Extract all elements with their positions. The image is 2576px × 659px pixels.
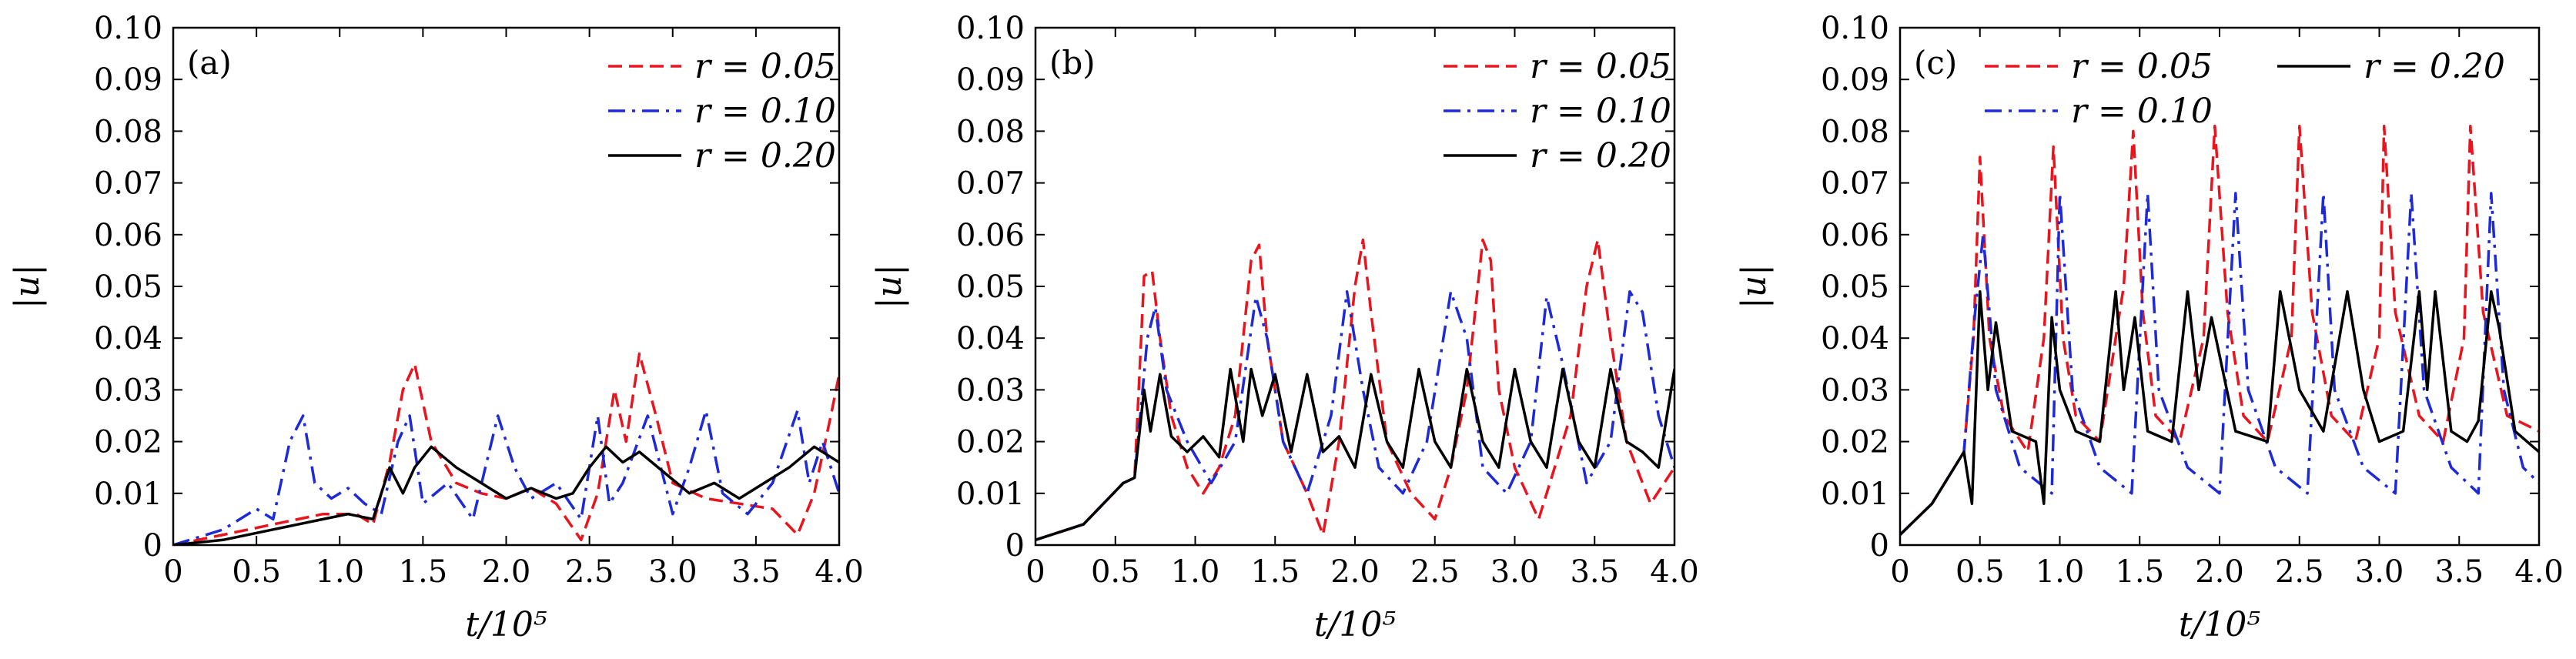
panel-label: (c) [1914, 44, 1957, 82]
legend-label-r005: r = 0.05 [1530, 47, 1671, 86]
y-tick-label: 0.06 [94, 218, 162, 253]
x-tick-label: 4.0 [815, 554, 864, 590]
y-tick-label: 0 [1870, 528, 1889, 564]
y-tick-label: 0.10 [94, 11, 162, 46]
legend: r = 0.05 r = 0.10 r = 0.20 [1985, 47, 2505, 131]
x-tick-label: 2.5 [1410, 554, 1460, 590]
y-tick-label: 0.01 [956, 477, 1025, 512]
series-line-r020 [173, 445, 839, 545]
x-tick-label: 0 [163, 554, 182, 590]
x-tick-label: 1.0 [2036, 554, 2085, 590]
y-tick-label: 0.03 [1821, 373, 1889, 408]
x-tick-label: 1.5 [2115, 554, 2164, 590]
x-axis-label: t/10⁵ [465, 605, 547, 644]
series-line-r005 [1900, 124, 2539, 536]
y-tick-label: 0.08 [94, 114, 162, 149]
y-axis-label: |u| [1735, 264, 1774, 309]
y-tick-label: 0 [143, 528, 162, 564]
x-tick-label: 0.5 [1955, 554, 2005, 590]
y-tick-label: 0.05 [1821, 269, 1889, 305]
y-tick-label: 0.06 [956, 218, 1025, 253]
x-tick-label: 0 [1025, 554, 1045, 590]
legend: r = 0.05 r = 0.10 r = 0.20 [1444, 47, 1671, 176]
y-tick-label: 0.02 [1821, 425, 1889, 460]
y-tick-label: 0.10 [956, 11, 1025, 46]
y-tick-label: 0.08 [1821, 114, 1889, 149]
x-tick-label: 2.5 [2275, 554, 2324, 590]
y-tick-label: 0.08 [956, 114, 1025, 149]
legend-label-r020: r = 0.20 [694, 136, 836, 176]
legend-label-r020: r = 0.20 [1530, 136, 1671, 176]
x-tick-label: 4.0 [1650, 554, 1699, 590]
legend-label-r010: r = 0.10 [694, 92, 836, 131]
x-tick-label: 2.0 [2195, 554, 2244, 590]
axes-frame [1899, 26, 2541, 547]
panel-a: 0 0.5 1.0 1.5 2.0 2.5 3.0 3.5 4.0 0 0.01 0.02 0.03 0.… [8, 11, 864, 644]
x-tick-label: 3.5 [731, 554, 781, 590]
y-tick-label: 0.03 [956, 373, 1025, 408]
legend-label-r020: r = 0.20 [2364, 47, 2505, 86]
legend: r = 0.05 r = 0.10 r = 0.20 [608, 47, 836, 176]
y-tick-label: 0.02 [956, 425, 1025, 460]
y-tick-label: 0.05 [956, 269, 1025, 305]
y-tick-label: 0.02 [94, 425, 162, 460]
y-tick-label: 0.04 [1821, 321, 1889, 356]
y-tick-label: 0.05 [94, 269, 162, 305]
y-tick-label: 0 [1005, 528, 1025, 564]
panel-label: (b) [1049, 44, 1096, 82]
series-line-r010 [173, 409, 839, 545]
y-tick-label: 0.01 [94, 477, 162, 512]
y-axis-label: |u| [8, 264, 47, 309]
y-tick-label: 0.09 [1821, 62, 1889, 98]
series-line-r005 [1035, 238, 1674, 541]
x-tick-label: 1.5 [1250, 554, 1300, 590]
x-tick-label: 3.0 [648, 554, 698, 590]
y-axis-label: |u| [870, 264, 909, 309]
y-tick-label: 0.07 [956, 166, 1025, 202]
panel-b: 0 0.5 1.0 1.5 2.0 2.5 3.0 3.5 4.0 0 0.01 0.02 0.03 0.… [870, 11, 1699, 644]
x-tick-label: 0.5 [1091, 554, 1140, 590]
series-line-r020 [1035, 367, 1674, 541]
y-tick-label: 0.04 [956, 321, 1025, 356]
x-tick-label: 3.5 [2434, 554, 2484, 590]
y-tick-label: 0.09 [94, 62, 162, 98]
x-tick-label: 1.0 [315, 554, 364, 590]
legend-label-r010: r = 0.10 [2071, 92, 2213, 131]
x-tick-label: 2.0 [482, 554, 531, 590]
legend-label-r005: r = 0.05 [694, 47, 836, 86]
panel-label: (a) [187, 44, 232, 82]
x-tick-label: 1.5 [399, 554, 448, 590]
y-tick-label: 0.07 [1821, 166, 1889, 202]
plot-area [173, 352, 839, 545]
y-tick-label: 0.01 [1821, 477, 1889, 512]
panel-c: 0 0.5 1.0 1.5 2.0 2.5 3.0 3.5 4.0 0 0.01 0.02 0.03 0.… [1735, 11, 2564, 644]
y-tick-label: 0.06 [1821, 218, 1889, 253]
x-tick-label: 3.0 [2355, 554, 2404, 590]
series-line-r010 [1035, 289, 1674, 541]
x-tick-label: 2.0 [1330, 554, 1380, 590]
x-tick-label: 3.0 [1490, 554, 1540, 590]
series-line-r020 [1900, 289, 2539, 536]
x-tick-label: 4.0 [2514, 554, 2564, 590]
y-tick-label: 0.07 [94, 166, 162, 202]
y-tick-label: 0.03 [94, 373, 162, 408]
legend-label-r010: r = 0.10 [1530, 92, 1671, 131]
x-tick-label: 2.5 [565, 554, 614, 590]
x-tick-label: 0 [1890, 554, 1909, 590]
plot-area [1900, 124, 2539, 536]
x-tick-label: 0.5 [232, 554, 281, 590]
x-tick-label: 3.5 [1570, 554, 1619, 590]
x-axis-label: t/10⁵ [2179, 605, 2260, 644]
y-tick-label: 0.04 [94, 321, 162, 356]
y-tick-label: 0.10 [1821, 11, 1889, 46]
x-axis-label: t/10⁵ [1314, 605, 1396, 644]
y-tick-label: 0.09 [956, 62, 1025, 98]
x-tick-label: 1.0 [1171, 554, 1220, 590]
legend-label-r005: r = 0.05 [2071, 47, 2213, 86]
plot-area [1035, 238, 1674, 541]
series-line-r005 [173, 352, 839, 545]
